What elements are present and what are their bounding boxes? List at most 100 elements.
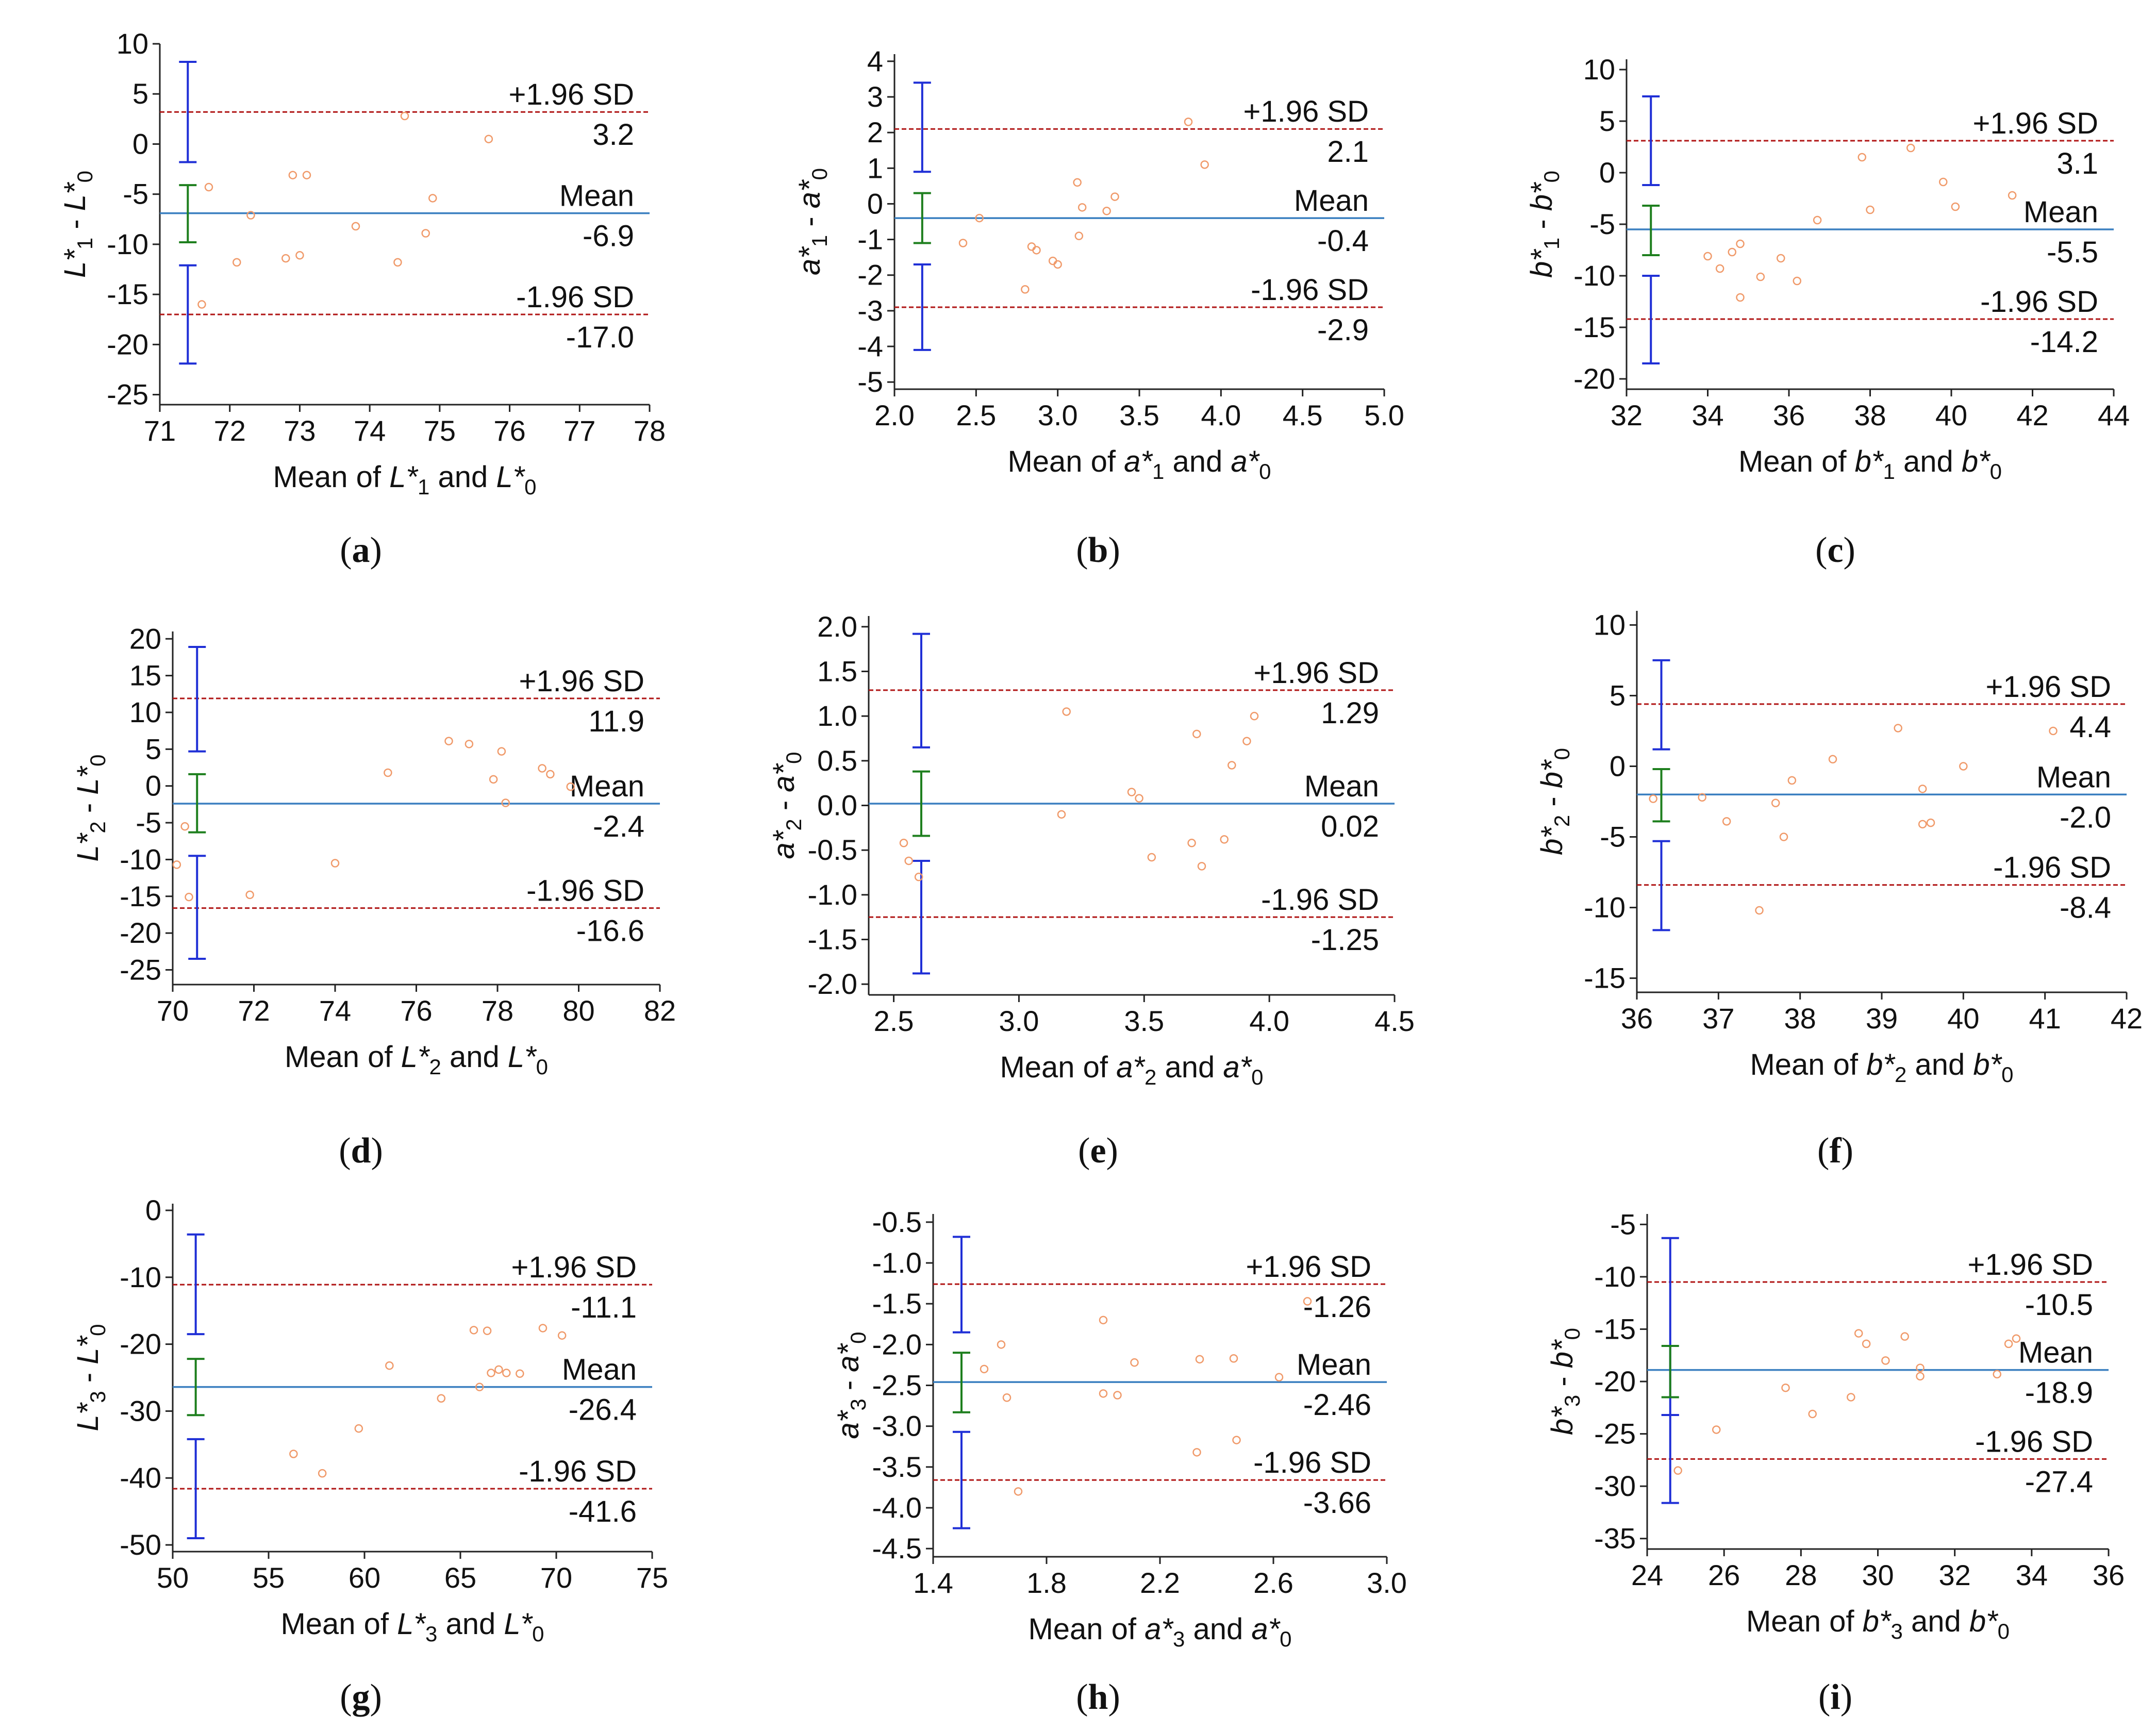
y-tick-label: -3.5 [872, 1451, 922, 1483]
lower-limit-label: -1.96 SD [1993, 851, 2111, 885]
x-tick-label: 34 [2016, 1559, 2048, 1591]
x-axis-title: Mean of a*2 and a*0 [1000, 1051, 1263, 1089]
data-point [1250, 711, 1259, 721]
data-point [180, 822, 189, 831]
data-point [1014, 1487, 1023, 1496]
data-point [185, 892, 193, 902]
lower-limit-value: -27.4 [2025, 1465, 2093, 1499]
panel-b: 432 10-1-2-3-4-52.0 2.5 3.0 3.5 4.0 4.5 5.0 +1.9… [793, 45, 1404, 484]
data-point [289, 1450, 298, 1458]
x-tick-label: 34 [1691, 399, 1723, 431]
data-point [172, 860, 181, 869]
data-point [421, 229, 430, 238]
data-point [465, 740, 474, 748]
x-tick-label: 72 [238, 994, 270, 1027]
data-point [302, 171, 311, 179]
y-tick-label: -40 [120, 1461, 161, 1494]
y-tick-label: -15 [1594, 1312, 1636, 1345]
data-point [1135, 794, 1143, 803]
data-point [1053, 260, 1062, 269]
x-axis-title: Mean of a*1 and a*0 [1007, 445, 1271, 484]
mean-label: Mean [559, 179, 634, 213]
y-tick-label: -1.0 [872, 1246, 922, 1279]
data-point [1673, 1466, 1682, 1475]
y-tick-label: -2.5 [872, 1369, 922, 1402]
y-tick-label: 20 [129, 622, 161, 655]
mean-value: 0.02 [1321, 810, 1379, 843]
x-tick-label: 3.0 [999, 1005, 1039, 1037]
x-tick-label: 38 [1854, 399, 1886, 431]
mean-value: -26.4 [569, 1393, 637, 1427]
data-point [393, 258, 402, 267]
x-tick-label: 74 [319, 994, 351, 1027]
y-tick-label: -5 [1600, 821, 1626, 853]
lower-limit-value: -1.25 [1311, 923, 1379, 957]
upper-limit-label: +1.96 SD [509, 78, 634, 111]
lower-limit-label: -1.96 SD [1975, 1425, 2093, 1458]
data-point [899, 839, 908, 847]
y-tick-label: 0.5 [817, 744, 857, 777]
data-point [1881, 1356, 1890, 1365]
x-tick-label: 36 [2093, 1559, 2125, 1591]
data-point [487, 1369, 495, 1377]
y-tick-label: -5 [857, 365, 883, 398]
x-tick-label: 24 [1631, 1559, 1663, 1591]
y-tick-label: 0 [145, 770, 161, 802]
data-point [1192, 1448, 1201, 1457]
mean-label: Mean [1297, 1348, 1371, 1382]
data-point [1862, 1339, 1871, 1349]
lower-limit-label: -1.96 SD [1253, 1446, 1371, 1479]
x-tick-label: 2.2 [1140, 1567, 1180, 1599]
data-point [1808, 1409, 1817, 1419]
y-tick-label: -20 [120, 1328, 161, 1360]
data-point [1073, 178, 1082, 187]
panel-letter-i: (i) [1818, 1677, 1852, 1717]
y-tick-label: -1.5 [808, 923, 858, 956]
x-tick-label: 32 [1611, 399, 1643, 431]
x-tick-label: 3.5 [1119, 399, 1159, 431]
y-tick-label: -20 [107, 328, 148, 360]
data-point [1951, 202, 1960, 211]
panel-letter-f: (f) [1817, 1131, 1853, 1171]
mean-value: -6.9 [583, 220, 634, 253]
x-tick-label: 65 [444, 1561, 476, 1594]
data-point [1274, 1373, 1284, 1382]
panel-c: 10 5 0 -5 -10 -15 -20 32 34 36 38 40 42 44 +1.96 SD 3.1… [1525, 53, 2130, 484]
x-tick-label: 3.0 [1038, 399, 1078, 431]
data-point [975, 213, 984, 223]
data-point [1195, 1355, 1204, 1364]
data-point [1916, 1363, 1925, 1372]
panel-letter-h: (h) [1076, 1677, 1120, 1717]
x-axis-title: Mean of a*3 and a*0 [1028, 1612, 1291, 1651]
x-tick-label: 1.8 [1026, 1567, 1067, 1599]
lower-limit-value: -8.4 [2060, 891, 2111, 925]
data-point [1755, 906, 1764, 915]
upper-limit-label: +1.96 SD [1243, 95, 1369, 128]
data-point [1032, 246, 1041, 255]
y-tick-label: 15 [129, 659, 161, 692]
data-point [281, 254, 290, 263]
data-point [489, 775, 498, 784]
data-point [1197, 862, 1206, 871]
y-tick-label: -2.0 [808, 968, 858, 1000]
y-axis-title: b*2 - b*0 [1535, 748, 1574, 855]
data-point [1127, 788, 1136, 796]
mean-label: Mean [2036, 760, 2111, 794]
y-tick-label: -10 [120, 1261, 161, 1293]
y-tick-label: -5 [1610, 1208, 1636, 1240]
mean-value: -2.0 [2060, 801, 2111, 834]
x-tick-label: 36 [1773, 399, 1805, 431]
x-tick-label: 41 [2029, 1002, 2061, 1035]
data-point [1184, 118, 1193, 126]
data-point [233, 258, 241, 267]
x-tick-label: 3.5 [1124, 1005, 1164, 1037]
y-tick-label: -10 [107, 228, 148, 260]
data-point [330, 859, 340, 868]
data-point [914, 872, 923, 881]
data-point [538, 1324, 548, 1333]
mean-value: -0.4 [1317, 224, 1369, 258]
data-point [958, 239, 968, 247]
data-point [351, 222, 360, 231]
x-tick-label: 40 [1935, 399, 1967, 431]
upper-limit-label: +1.96 SD [511, 1251, 637, 1284]
